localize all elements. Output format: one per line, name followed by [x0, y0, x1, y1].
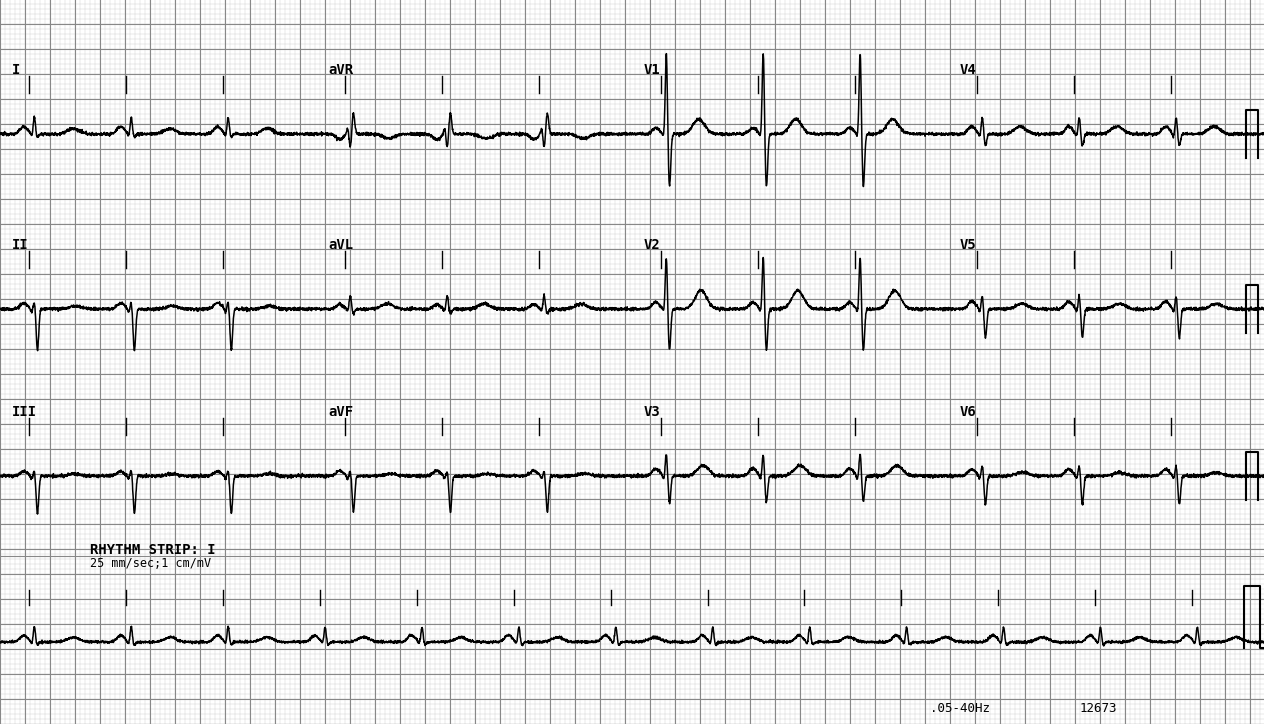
Text: V5: V5	[959, 238, 977, 252]
Text: V3: V3	[643, 405, 661, 419]
Text: V2: V2	[643, 238, 661, 252]
Text: I: I	[11, 63, 20, 77]
Text: aVF: aVF	[327, 405, 353, 419]
Text: III: III	[11, 405, 37, 419]
Text: RHYTHM STRIP: I: RHYTHM STRIP: I	[90, 543, 216, 557]
Text: V6: V6	[959, 405, 977, 419]
Text: aVR: aVR	[327, 63, 353, 77]
Text: .05-40Hz: .05-40Hz	[930, 702, 990, 715]
Text: II: II	[11, 238, 29, 252]
Text: V1: V1	[643, 63, 661, 77]
Text: 25 mm/sec;1 cm/mV: 25 mm/sec;1 cm/mV	[90, 557, 211, 570]
Text: aVL: aVL	[327, 238, 353, 252]
Text: 12673: 12673	[1079, 702, 1117, 715]
Text: V4: V4	[959, 63, 977, 77]
